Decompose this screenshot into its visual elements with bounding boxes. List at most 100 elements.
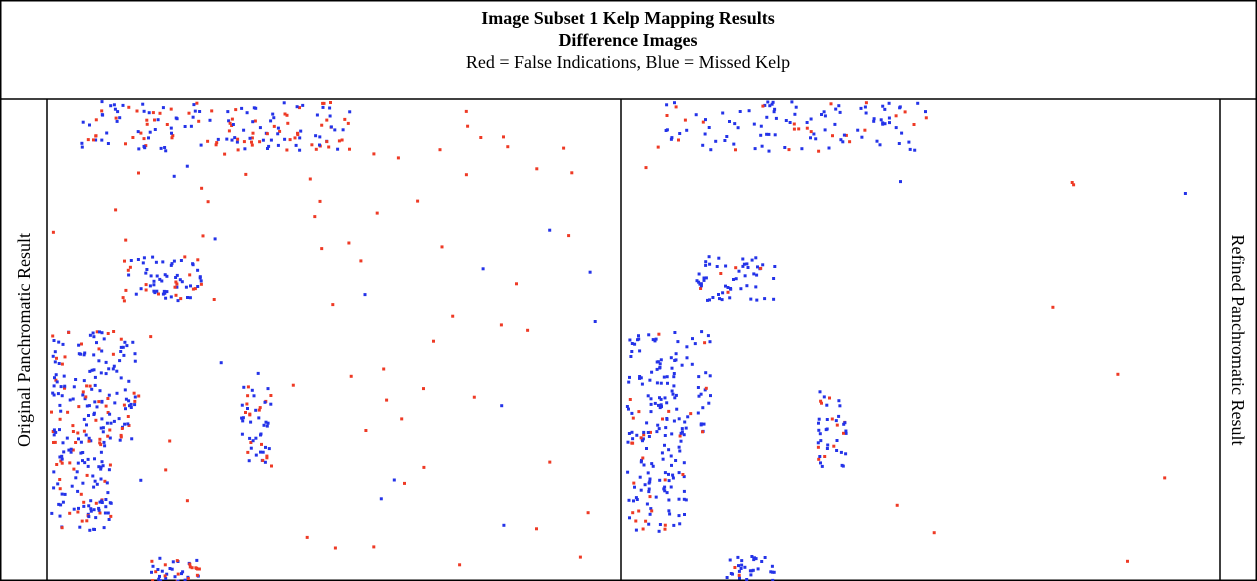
pixel [87, 439, 91, 443]
pixel [341, 128, 345, 132]
pixel [562, 146, 566, 150]
pixel [643, 483, 647, 487]
pixel [515, 282, 518, 286]
pixel [265, 424, 269, 428]
pixel [76, 489, 80, 493]
pixel [677, 445, 681, 449]
pixel [104, 372, 108, 376]
pixel [127, 424, 131, 427]
pixel [122, 353, 126, 357]
pixel [133, 403, 137, 407]
pixel [115, 391, 119, 395]
pixel [92, 413, 96, 416]
pixel [58, 487, 62, 491]
pixel [314, 147, 318, 151]
pixel [502, 135, 505, 139]
pixel [174, 280, 178, 284]
pixel [282, 101, 286, 105]
pixel [299, 129, 303, 133]
pixel [720, 298, 724, 302]
pixel [114, 116, 118, 120]
pixel [93, 400, 97, 404]
pixel [180, 280, 184, 284]
pixel [76, 431, 80, 435]
pixel [196, 268, 200, 272]
pixel [1126, 559, 1129, 563]
pixel [634, 519, 638, 523]
pixel [655, 367, 659, 371]
pixel [50, 410, 53, 414]
pixel [170, 262, 174, 266]
pixel [81, 451, 85, 454]
pixel [897, 142, 901, 145]
pixel [792, 122, 796, 126]
pixel [672, 419, 676, 423]
pixel [88, 384, 92, 388]
pixel [647, 435, 651, 438]
pixel [185, 499, 189, 503]
pixel [656, 145, 660, 149]
pixel [677, 497, 681, 501]
pixel [81, 390, 85, 394]
pixel [736, 555, 740, 559]
pixel [670, 366, 674, 370]
pixel [52, 441, 55, 444]
pixel [155, 289, 159, 293]
pixel [245, 111, 249, 115]
pixel [746, 266, 750, 269]
pixel [180, 572, 183, 576]
pixel [308, 177, 312, 181]
pixel [702, 278, 706, 282]
pixel [738, 576, 741, 580]
pixel [672, 375, 676, 379]
pixel [661, 457, 665, 461]
pixel [697, 272, 701, 276]
pixel [81, 393, 85, 397]
pixel [226, 110, 230, 114]
pixel [119, 345, 123, 349]
pixel [60, 454, 64, 458]
pixel [703, 341, 707, 345]
pixel [741, 264, 745, 268]
pixel [817, 149, 821, 153]
pixel [130, 437, 134, 441]
pixel [266, 421, 270, 425]
pixel [844, 452, 848, 456]
pixel [500, 404, 504, 408]
pixel [771, 100, 775, 104]
pixel [100, 138, 104, 142]
pixel [171, 560, 175, 564]
pixel [63, 384, 67, 388]
pixel [863, 128, 867, 132]
pixel [819, 461, 822, 465]
pixel [265, 456, 269, 460]
pixel [105, 481, 109, 485]
pixel [108, 412, 112, 416]
pixel [74, 476, 78, 480]
pixel [709, 394, 712, 398]
pixel [678, 434, 682, 438]
pixel [253, 119, 257, 123]
pixel [82, 500, 86, 504]
pixel [768, 104, 772, 108]
pixel [707, 255, 711, 259]
pixel [272, 124, 276, 128]
pixel [794, 105, 798, 109]
pixel [67, 448, 71, 452]
pixel [639, 376, 643, 380]
pixel [843, 421, 847, 425]
pixel [657, 529, 661, 533]
pixel [74, 378, 78, 381]
pixel [826, 443, 830, 447]
pixel [714, 139, 718, 143]
pixel [298, 136, 302, 140]
pixel [256, 371, 260, 375]
pixel [655, 381, 659, 385]
pixel [696, 411, 700, 415]
pixel [834, 107, 838, 111]
pixel [127, 105, 131, 109]
pixel [772, 277, 776, 280]
pixel [1070, 181, 1074, 184]
pixel [642, 463, 646, 467]
legend-text: Red = False Indications, Blue = Missed K… [466, 52, 790, 72]
